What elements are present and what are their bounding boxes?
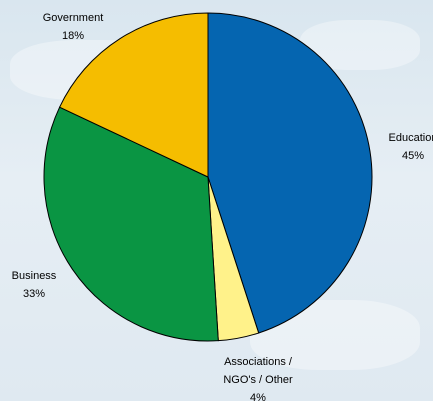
- slice-value-label: 4%: [250, 392, 266, 401]
- pie-labels: Education 45% Associations / NGO's / Other 4…: [12, 12, 433, 401]
- slice-value-label: 18%: [62, 30, 84, 42]
- slice-label: Education: [389, 132, 433, 144]
- slice-label: Business: [12, 270, 57, 282]
- pie-slice-business: [43, 106, 219, 342]
- slice-value-label: 33%: [23, 288, 45, 300]
- slice-value-label: 45%: [402, 150, 424, 162]
- slice-label: Government: [43, 12, 104, 24]
- pie-slices: [43, 12, 373, 342]
- slice-label: Associations /: [224, 356, 293, 368]
- pie-slice-government: [58, 12, 209, 178]
- slice-label: NGO's / Other: [223, 374, 293, 386]
- pie-slice-education: [207, 12, 373, 334]
